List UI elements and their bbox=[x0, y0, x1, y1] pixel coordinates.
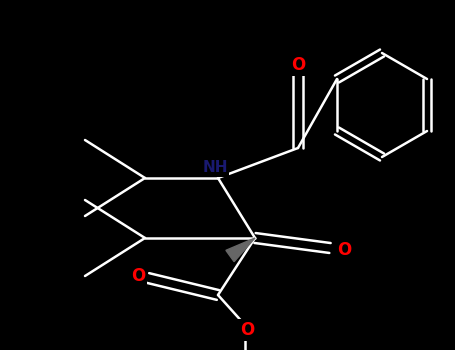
Text: O: O bbox=[240, 321, 254, 339]
Polygon shape bbox=[226, 238, 255, 262]
Text: O: O bbox=[291, 56, 305, 74]
Text: O: O bbox=[337, 241, 351, 259]
Text: NH: NH bbox=[202, 161, 228, 175]
Text: O: O bbox=[131, 267, 145, 285]
